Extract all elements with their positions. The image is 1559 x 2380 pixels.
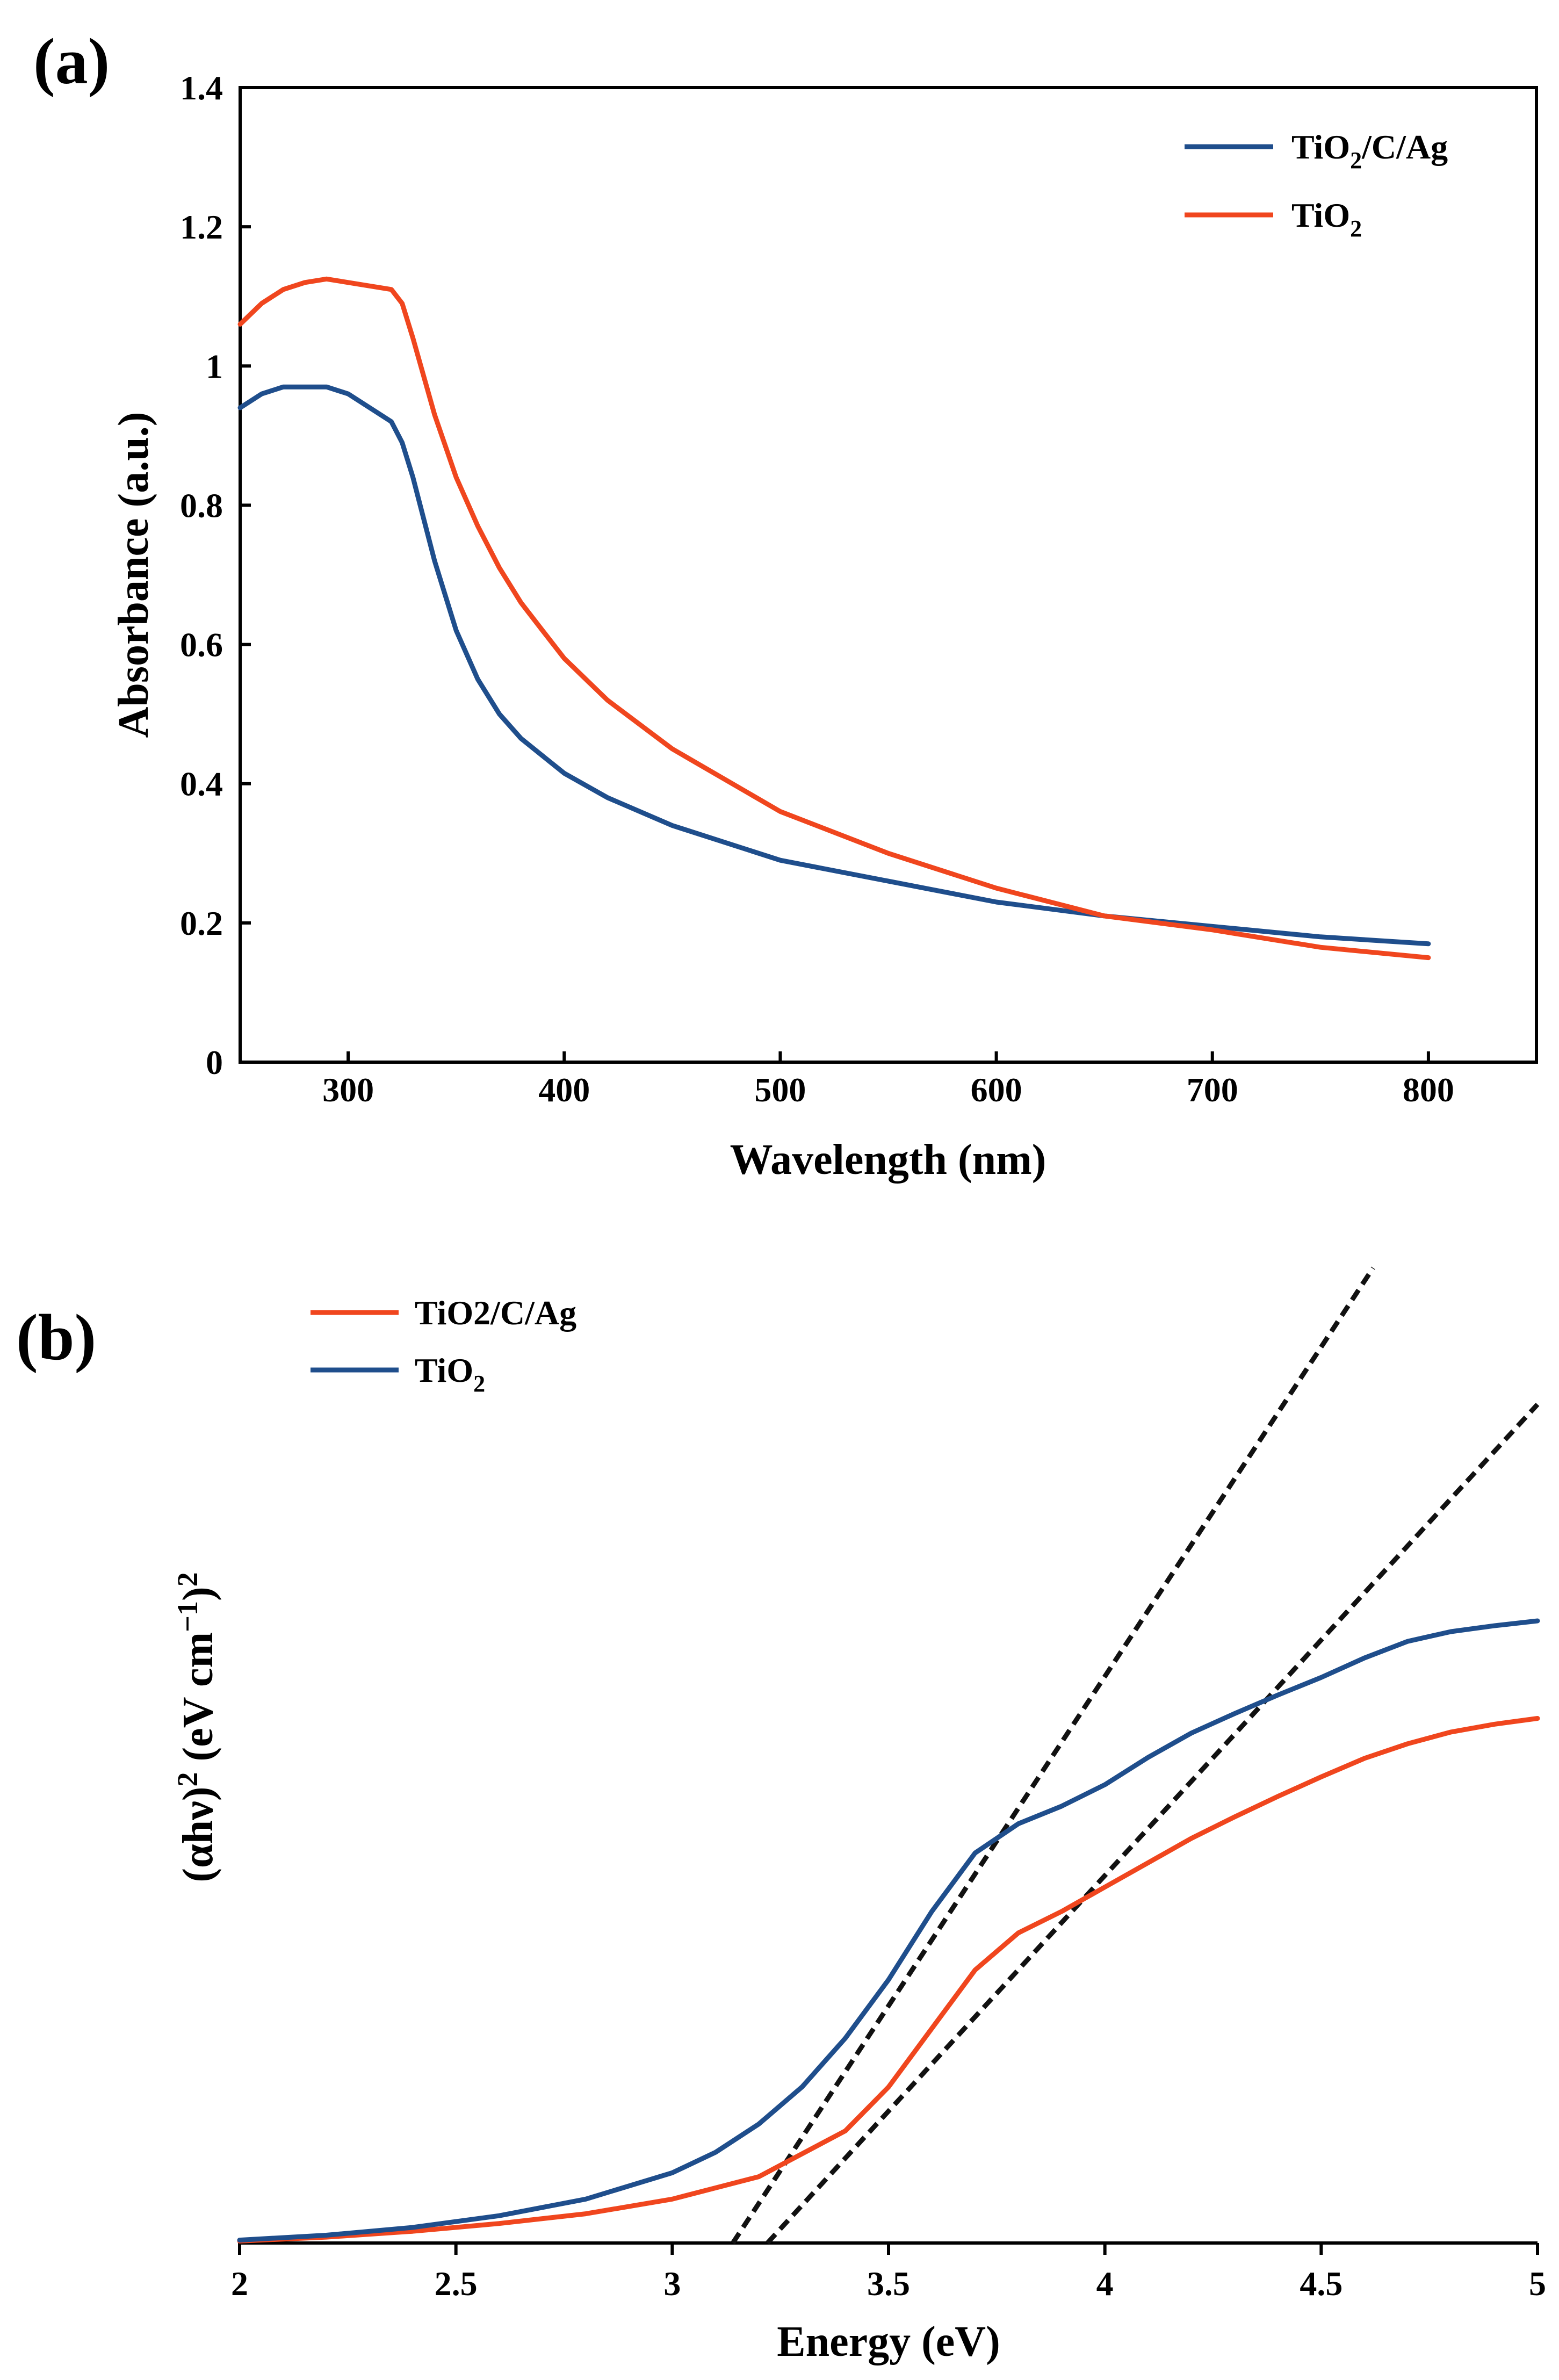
panel-a-legend: TiO2/C/Ag TiO2 [1185, 128, 1448, 242]
panel-b-series-line-tio2 [237, 1618, 1540, 2243]
panel-a-y-tick-label: 0.4 [180, 765, 223, 803]
panel-b-x-tick-labels: 2 2.5 3 3.5 4 4.5 5 [231, 2264, 1546, 2303]
panel-b-y-axis-title: (αhν)2 (eV cm−1)2 [171, 1572, 222, 1882]
panel-a-y-tick-label: 1 [206, 347, 223, 385]
panel-b-x-tick-label: 4 [1096, 2264, 1114, 2303]
panel-a-x-tick-label: 700 [1187, 1071, 1238, 1109]
panel-a: (a) 300 400 500 600 700 800 [33, 25, 1538, 1184]
panel-b-tangent-line-tio2 [731, 1266, 1375, 2245]
panel-b-legend: TiO2/C/Ag TiO2 [311, 1294, 576, 1397]
panel-b-x-tick-label: 4.5 [1300, 2264, 1343, 2303]
panel-a-x-tick-label: 500 [754, 1071, 806, 1109]
panel-a-series-line-tio2 [237, 276, 1431, 961]
panel-a-label: (a) [33, 25, 110, 98]
panel-a-x-tick-label: 600 [971, 1071, 1022, 1109]
panel-b-tangent-line-tio2-c-ag [766, 1403, 1540, 2245]
panel-a-x-tick-label: 800 [1403, 1071, 1454, 1109]
panel-a-y-tick-label: 0 [206, 1043, 223, 1081]
panel-b-label: (b) [16, 1301, 96, 1374]
panel-a-y-tick-label: 1.2 [180, 208, 223, 246]
panel-b-x-tick-label: 2.5 [435, 2264, 478, 2303]
panel-a-legend-label-tio2-c-ag: TiO2/C/Ag [1291, 128, 1448, 174]
panel-b-series-line-tio2-c-ag [237, 1716, 1540, 2244]
panel-a-y-tick-label: 1.4 [180, 69, 223, 107]
panel-a-series-line-tio2-c-ag [237, 384, 1431, 947]
panel-a-x-ticks [347, 1051, 1430, 1062]
panel-b-x-axis-title: Energy (eV) [777, 2318, 1000, 2365]
panel-a-x-tick-label: 300 [322, 1071, 374, 1109]
panel-a-y-tick-labels: 0 0.2 0.4 0.6 0.8 1 1.2 1.4 [180, 69, 223, 1081]
panel-b-legend-label-tio2-c-ag: TiO2/C/Ag [415, 1294, 576, 1332]
panel-a-plot-frame [239, 86, 1538, 1064]
panel-a-x-tick-label: 400 [538, 1071, 590, 1109]
panel-b-x-ticks [238, 2243, 1539, 2255]
panel-b-legend-label-tio2: TiO2 [415, 1351, 485, 1397]
panel-a-y-axis-title: Absorbance (a.u.) [110, 412, 157, 738]
panel-a-y-tick-label: 0.2 [180, 904, 223, 942]
panel-a-x-axis-title: Wavelength (nm) [730, 1136, 1046, 1184]
panel-b: (b) 2 2.5 3 3.5 4 4.5 5 Energy (eV) (αhν… [16, 1266, 1546, 2365]
panel-b-x-tick-label: 5 [1529, 2264, 1546, 2303]
panel-a-y-tick-label: 0.8 [180, 486, 223, 524]
panel-a-y-tick-label: 0.6 [180, 626, 223, 664]
panel-b-x-tick-label: 3.5 [867, 2264, 910, 2303]
panel-b-x-tick-label: 3 [663, 2264, 681, 2303]
panel-a-x-tick-labels: 300 400 500 600 700 800 [322, 1071, 1454, 1109]
panel-a-y-ticks [240, 86, 251, 1064]
panel-a-legend-label-tio2: TiO2 [1291, 196, 1362, 242]
panel-b-x-tick-label: 2 [231, 2264, 248, 2303]
